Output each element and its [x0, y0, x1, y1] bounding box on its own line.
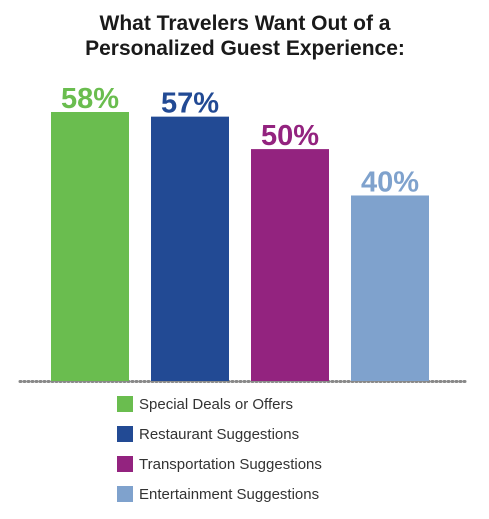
chart-title: What Travelers Want Out of a — [100, 12, 391, 35]
legend-label: Special Deals or Offers — [139, 396, 293, 413]
bar — [251, 149, 329, 381]
legend-swatch — [117, 396, 133, 412]
legend-label: Transportation Suggestions — [139, 456, 322, 473]
value-label: 58% — [61, 83, 119, 115]
value-label: 57% — [161, 88, 219, 120]
value-label: 50% — [261, 120, 319, 152]
legend-swatch — [117, 486, 133, 502]
legend-swatch — [117, 426, 133, 442]
legend-label: Restaurant Suggestions — [139, 426, 299, 443]
bar — [151, 116, 229, 381]
chart-title: Personalized Guest Experience: — [85, 37, 405, 60]
legend-label: Entertainment Suggestions — [139, 486, 319, 503]
legend-swatch — [117, 456, 133, 472]
bar — [51, 112, 129, 381]
value-label: 40% — [361, 166, 419, 198]
bar — [351, 195, 429, 381]
